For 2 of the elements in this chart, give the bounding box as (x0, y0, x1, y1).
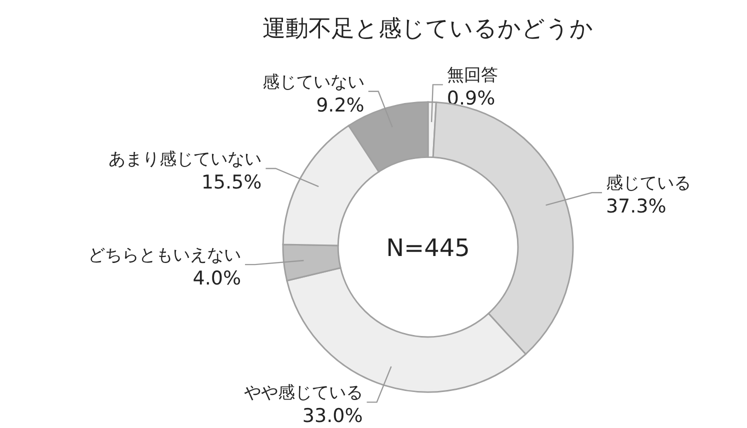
title: 運動不足と感じているかどうか (262, 16, 594, 42)
annotation: N=445 (386, 234, 470, 262)
